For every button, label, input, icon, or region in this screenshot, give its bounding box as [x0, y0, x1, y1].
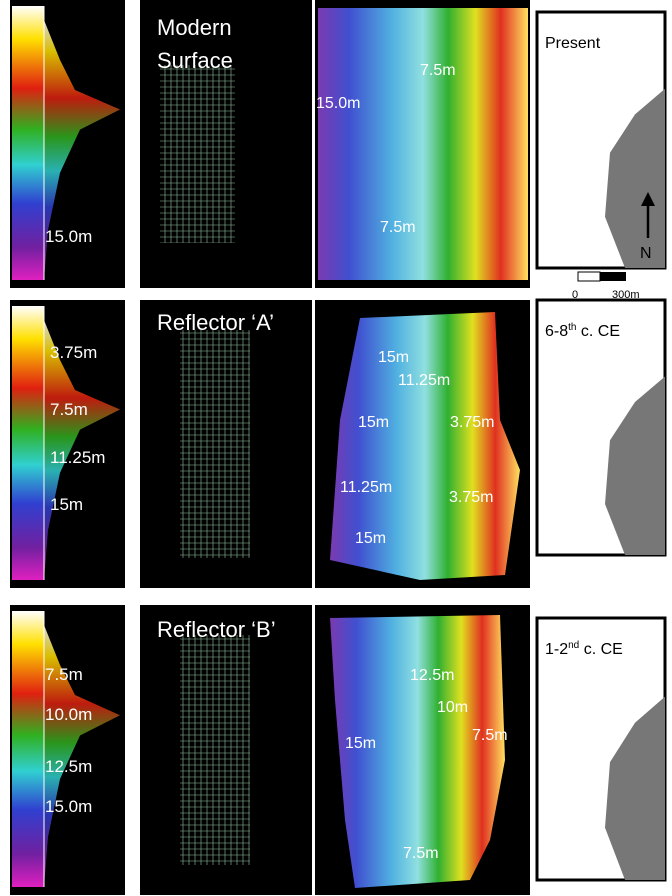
panel-title: Modern: [157, 15, 232, 40]
panel-title: Reflector ‘B’: [157, 617, 276, 642]
histogram-label: 12.5m: [45, 757, 92, 776]
coastline: [605, 696, 665, 880]
histogram: [44, 20, 120, 280]
survey-grid: [180, 635, 250, 865]
scale-bar-black: [600, 272, 626, 281]
contour-label: 15.0m: [316, 95, 360, 112]
contour-label: 7.5m: [380, 219, 416, 236]
histogram-label: 11.25m: [50, 448, 105, 467]
contour-label: 7.5m: [403, 845, 439, 862]
contour-label: 7.5m: [472, 727, 508, 744]
contour-label: 10m: [437, 699, 468, 716]
survey-grid: [180, 330, 250, 558]
color-bar: [12, 306, 44, 580]
contour-label: 15m: [355, 530, 386, 547]
histogram-label: 15.0m: [45, 797, 92, 816]
histogram-label: 7.5m: [50, 400, 88, 419]
color-bar: [12, 6, 44, 280]
inset-title-part: 1-2: [545, 641, 568, 658]
contour-label: 12.5m: [410, 667, 454, 684]
inset-title: 6-8th c. CE: [545, 322, 620, 340]
inset-title: 1-2nd c. CE: [545, 640, 623, 658]
color-bar: [12, 611, 44, 887]
contour-label: 3.75m: [449, 489, 493, 506]
inset-title-part: 6-8: [545, 323, 568, 340]
north-label: N: [640, 245, 652, 262]
contour-label: 7.5m: [420, 62, 456, 79]
contour-label: 15m: [378, 349, 409, 366]
inset-title-part: c. CE: [579, 641, 623, 658]
survey-grid: [160, 65, 235, 243]
histogram: [44, 625, 120, 887]
histogram-label: 7.5m: [45, 665, 83, 684]
inset-title: Present: [545, 35, 601, 52]
inset-title-part: Present: [545, 35, 601, 52]
contour-label: 15m: [345, 735, 376, 752]
contour-label: 11.25m: [398, 372, 450, 389]
contour-label: 15m: [358, 414, 389, 431]
coastline: [605, 88, 665, 268]
histogram-label: 15m: [50, 495, 83, 514]
coastline: [605, 376, 665, 555]
contour-label: 3.75m: [450, 414, 494, 431]
scale-label: 0: [572, 289, 578, 301]
contour-label: 11.25m: [340, 479, 392, 496]
scale-label: 300m: [612, 289, 640, 301]
panel-title: Surface: [157, 48, 233, 73]
histogram-label: 3.75m: [50, 343, 97, 362]
depth-map: [330, 312, 520, 580]
inset-title-part: th: [568, 322, 576, 333]
panel-title: Reflector ‘A’: [157, 310, 274, 335]
inset-title-part: c. CE: [576, 323, 620, 340]
depth-map: [318, 8, 528, 280]
inset-title-part: nd: [568, 640, 579, 651]
north-arrowhead: [641, 192, 655, 206]
histogram: [44, 320, 120, 580]
scale-bar-white: [577, 271, 601, 282]
histogram-label: 15.0m: [45, 227, 92, 246]
histogram-label: 10.0m: [45, 705, 92, 724]
depth-map: [330, 615, 505, 888]
